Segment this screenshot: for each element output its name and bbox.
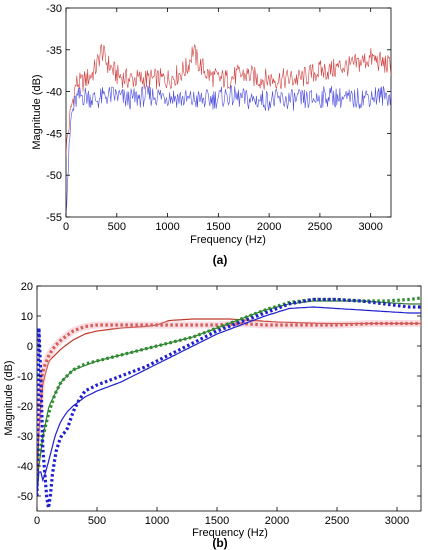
panel-b-x-tick-label: 0 — [34, 515, 40, 527]
panel-a-y-ticks: -55 -50 -45 -40 -35 -30 — [46, 3, 391, 224]
panel-a-x-tick-label: 2000 — [257, 221, 281, 233]
panel-a-x-tick-label: 0 — [63, 221, 69, 233]
panel-b-y-tick-label: 20 — [21, 281, 33, 293]
panel-a-y-axis-label: Magnitude (dB) — [31, 74, 43, 149]
panel-b-y-tick-label: 10 — [21, 311, 33, 323]
panel-b-y-tick-label: -20 — [17, 401, 33, 413]
panel-b-caption: (b) — [212, 536, 227, 550]
panel-b-y-tick-label: -30 — [17, 431, 33, 443]
panel-a-x-tick-label: 1500 — [206, 221, 230, 233]
panel-a-series-group — [66, 43, 391, 217]
panel-b-y-tick-label: -10 — [17, 371, 33, 383]
panel-a-x-tick-label: 2500 — [308, 221, 332, 233]
panel-a-x-tick-label: 1000 — [155, 221, 179, 233]
panel-a-caption: (a) — [213, 253, 228, 267]
panel-b-x-tick-label: 500 — [88, 515, 106, 527]
panel-a-series-2-line — [66, 84, 391, 217]
panel-b-y-tick-label: -40 — [17, 461, 33, 473]
panel-b-x-ticks: 0 500 1000 1500 2000 2500 3000 — [34, 286, 409, 527]
panel-b-y-ticks: -50 -40 -30 -20 -10 0 10 20 — [17, 281, 421, 503]
panel-b-series-7-line — [37, 297, 421, 509]
panel-a-y-tick-label: -45 — [46, 128, 62, 140]
panel-a-x-ticks: 0 500 1000 1500 2000 2500 3000 — [63, 8, 383, 233]
panel-b-x-tick-label: 2000 — [265, 515, 289, 527]
panel-a-x-tick-label: 3000 — [358, 221, 382, 233]
panel-a-y-tick-label: -30 — [46, 3, 62, 15]
panel-b-x-tick-label: 1500 — [205, 515, 229, 527]
panel-b-series-2-line — [37, 321, 421, 437]
panel-b-x-tick-label: 1000 — [145, 515, 169, 527]
panel-b-series-4-line — [37, 300, 421, 482]
panel-b-y-tick-label: 0 — [27, 341, 33, 353]
panel-a-y-tick-label: -35 — [46, 45, 62, 57]
panel-a-x-tick-label: 500 — [108, 221, 126, 233]
panel-b-plot-area — [36, 285, 422, 512]
panel-b-series-group — [37, 296, 421, 509]
panel-a-chart: 0 500 1000 1500 2000 2500 3000 -55 -50 -45 -40 -35… — [31, 3, 392, 267]
panel-a-plot-area — [65, 7, 392, 218]
panel-a-y-tick-label: -50 — [46, 170, 62, 182]
panel-b-y-tick-label: -50 — [17, 491, 33, 503]
panel-a-series-1-line — [66, 43, 391, 158]
panel-b-x-axis-label: Frequency (Hz) — [192, 527, 268, 539]
panel-b-x-tick-label: 2500 — [325, 515, 349, 527]
panel-b-y-axis-label: Magnitude (dB) — [3, 360, 15, 435]
panel-b-chart: 0 500 1000 1500 2000 2500 3000 -50 -40 -30 -20 -10… — [3, 281, 422, 550]
panel-b-series-6-line — [37, 306, 421, 497]
panel-a-x-axis-label: Frequency (Hz) — [190, 234, 266, 246]
panel-b-series-3-line — [37, 319, 421, 437]
panel-a-y-tick-label: -55 — [46, 212, 62, 224]
panel-b-x-tick-label: 3000 — [385, 515, 409, 527]
panel-a-y-tick-label: -40 — [46, 87, 62, 99]
